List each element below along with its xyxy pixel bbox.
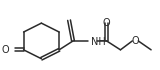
Text: NH: NH xyxy=(91,37,106,47)
Text: O: O xyxy=(1,45,9,55)
Text: O: O xyxy=(132,36,139,46)
Text: O: O xyxy=(103,18,110,28)
